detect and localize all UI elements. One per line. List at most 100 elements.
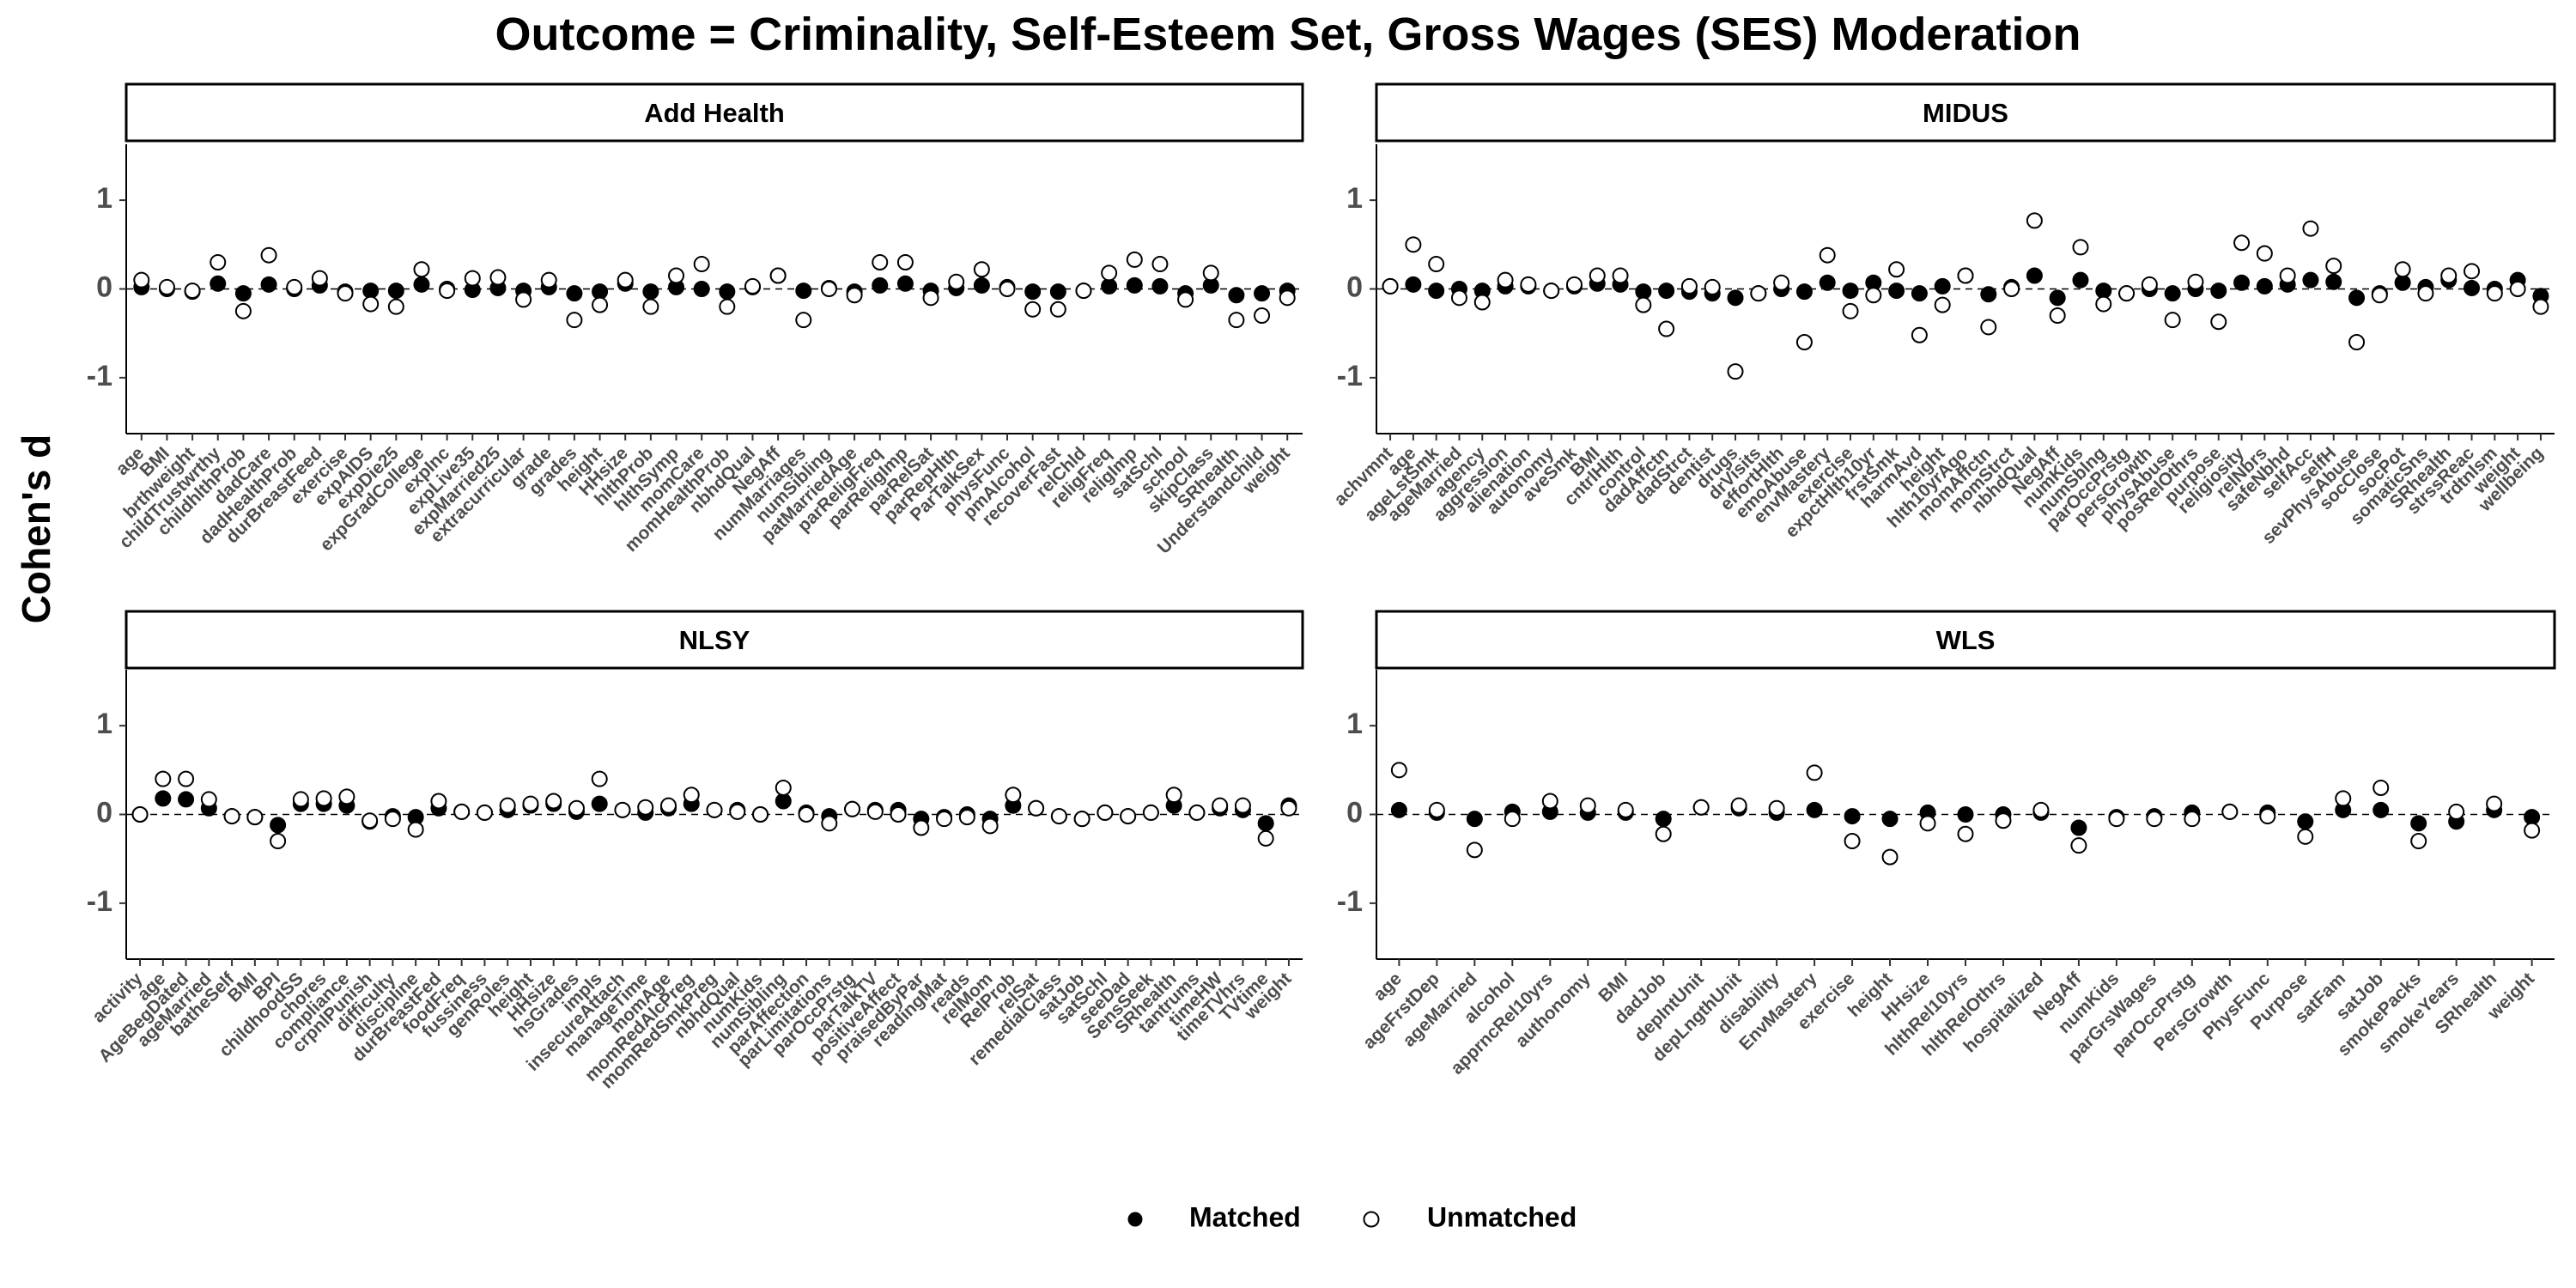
- panel-title: Add Health: [644, 98, 785, 128]
- dot: [155, 790, 172, 807]
- dot: [2394, 274, 2411, 291]
- dot: [2095, 295, 2112, 313]
- dot: [2070, 837, 2087, 854]
- dot: [568, 799, 585, 817]
- dot: [1097, 804, 1114, 821]
- dot: [270, 833, 287, 850]
- dot: [2164, 285, 2181, 302]
- dot: [2348, 334, 2366, 351]
- dot: [1911, 326, 1928, 343]
- dot: [2524, 809, 2541, 826]
- dot: [2302, 220, 2319, 237]
- dot: [2141, 276, 2158, 293]
- dot: [1075, 283, 1092, 300]
- dot: [1024, 283, 1042, 301]
- dot: [846, 287, 863, 304]
- dot: [2372, 801, 2390, 818]
- dot: [2072, 239, 2089, 256]
- dot: [1049, 301, 1066, 318]
- dot: [2259, 808, 2276, 825]
- dot: [896, 275, 914, 292]
- dot: [413, 261, 430, 278]
- dot: [1819, 274, 1836, 291]
- dot: [1450, 289, 1467, 307]
- dot: [719, 283, 736, 301]
- dot: [2410, 815, 2427, 832]
- dot: [1635, 283, 1652, 301]
- dot: [693, 256, 710, 273]
- dot: [1165, 787, 1182, 804]
- dot: [476, 804, 493, 821]
- dot: [1188, 804, 1206, 821]
- dot: [1151, 277, 1169, 295]
- dot: [2233, 274, 2251, 291]
- dot: [2070, 819, 2087, 836]
- dot: [200, 791, 217, 808]
- dot: [614, 801, 631, 818]
- dot: [210, 275, 227, 292]
- dot: [545, 793, 562, 810]
- dot: [872, 276, 889, 294]
- y-tick-label: -1: [87, 360, 112, 392]
- legend-swatch: [1363, 1211, 1380, 1228]
- dot: [292, 791, 309, 808]
- dot: [1655, 811, 1672, 828]
- y-tick-label: 0: [96, 270, 112, 303]
- dot: [2072, 271, 2089, 289]
- dot: [2440, 267, 2458, 284]
- dot: [637, 799, 654, 816]
- dot: [2026, 267, 2043, 284]
- dot: [234, 302, 252, 319]
- dot: [1579, 797, 1596, 814]
- dot: [1844, 808, 1861, 825]
- dot: [1473, 294, 1491, 311]
- dot: [2524, 822, 2541, 839]
- legend-swatch: [1127, 1212, 1143, 1227]
- dot: [1658, 320, 1675, 337]
- dot: [729, 803, 746, 820]
- dot: [1126, 251, 1143, 268]
- dot: [362, 295, 380, 313]
- dot: [1842, 283, 1859, 300]
- dot: [866, 803, 884, 820]
- dot: [2049, 307, 2066, 325]
- dot: [2325, 273, 2342, 290]
- dot: [566, 312, 583, 329]
- dot: [775, 793, 792, 810]
- dot: [2118, 285, 2136, 302]
- dot: [795, 312, 812, 329]
- dot: [922, 289, 939, 307]
- dot: [981, 817, 999, 835]
- dot: [407, 821, 424, 838]
- dot: [2184, 811, 2201, 828]
- dot: [184, 283, 201, 300]
- dot: [1428, 256, 1445, 273]
- dot: [1073, 811, 1091, 828]
- dot: [489, 269, 507, 286]
- dot: [1028, 799, 1045, 817]
- dot: [1655, 825, 1672, 842]
- dot: [775, 779, 792, 796]
- dot: [592, 283, 609, 301]
- dot: [1177, 291, 1194, 308]
- dot: [270, 817, 287, 834]
- chart-title: Outcome = Criminality, Self-Esteem Set, …: [495, 9, 2081, 60]
- dot: [2297, 813, 2314, 830]
- dot: [1565, 276, 1583, 293]
- dot: [820, 281, 837, 297]
- dot: [752, 806, 769, 823]
- dot: [1101, 277, 1118, 295]
- dot: [872, 253, 889, 270]
- dot: [1005, 787, 1022, 804]
- dot: [948, 273, 965, 290]
- dot: [1617, 801, 1634, 818]
- dot: [1795, 334, 1813, 351]
- dot: [1234, 797, 1251, 814]
- dot: [913, 819, 930, 836]
- dot: [659, 797, 677, 814]
- y-tick-label: 0: [1346, 270, 1363, 303]
- dot: [1727, 363, 1744, 380]
- dot: [896, 253, 914, 270]
- dot: [1842, 302, 1859, 319]
